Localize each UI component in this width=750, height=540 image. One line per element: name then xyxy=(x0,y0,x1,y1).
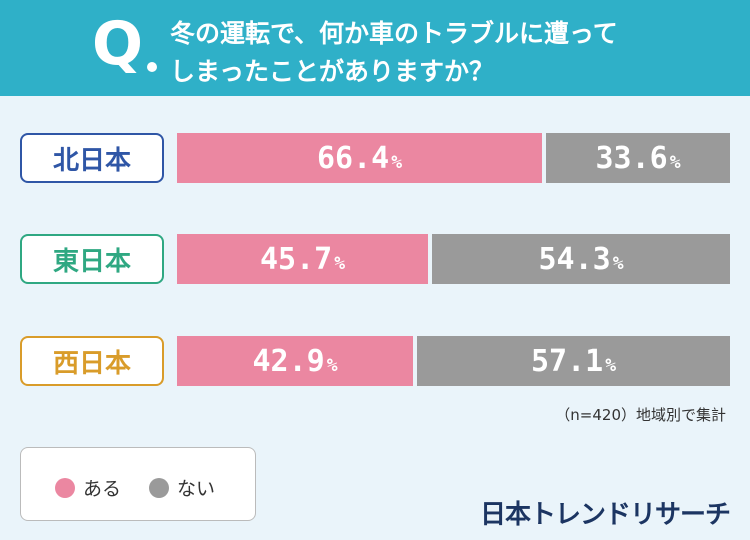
legend-label-yes: ある xyxy=(83,478,122,500)
bar-east-yes: 45.7% xyxy=(177,234,428,284)
data-label: 66.4 xyxy=(316,140,390,176)
region-label-east: 東日本 xyxy=(20,234,164,284)
legend-item-yes: ある xyxy=(55,474,121,501)
legend-swatch-yes xyxy=(55,477,75,498)
region-label-west: 西日本 xyxy=(20,336,164,386)
data-label: 42.9 xyxy=(252,343,325,379)
data-label-unit: % xyxy=(669,151,681,173)
data-label: 33.6 xyxy=(595,140,668,176)
legend-item-no: ない xyxy=(149,474,215,501)
data-label-unit: % xyxy=(334,252,346,274)
bar-north-no: 33.6% xyxy=(546,133,730,183)
question-text-line2: しまったことがありますか？ xyxy=(170,57,495,86)
sample-note: （n=420）地域別で集計 xyxy=(555,406,726,424)
data-label: 57.1 xyxy=(530,343,604,379)
bar-west-no: 57.1% xyxy=(417,336,730,386)
bar-east-no: 54.3% xyxy=(432,234,730,284)
bar-west-yes: 42.9% xyxy=(177,336,413,386)
question-text-line1: 冬の運転で、何か車のトラブルに遭って xyxy=(170,19,618,48)
data-label-unit: % xyxy=(605,354,617,376)
data-label: 54.3 xyxy=(538,241,611,277)
legend: ある ない xyxy=(20,447,256,521)
q-dot xyxy=(147,62,157,72)
legend-label-no: ない xyxy=(177,478,216,500)
legend-swatch-no xyxy=(149,477,169,498)
data-label-unit: % xyxy=(391,151,403,173)
bar-north-yes: 66.4% xyxy=(177,133,542,183)
question-header: Q 冬の運転で、何か車のトラブルに遭って しまったことがありますか？ xyxy=(0,0,750,96)
q-letter: Q xyxy=(92,9,144,79)
data-label-unit: % xyxy=(326,354,338,376)
data-label: 45.7 xyxy=(259,241,333,277)
brand-logo: 日本トレンドリサーチ xyxy=(479,500,731,530)
region-label-north: 北日本 xyxy=(20,133,164,183)
data-label-unit: % xyxy=(612,252,624,274)
